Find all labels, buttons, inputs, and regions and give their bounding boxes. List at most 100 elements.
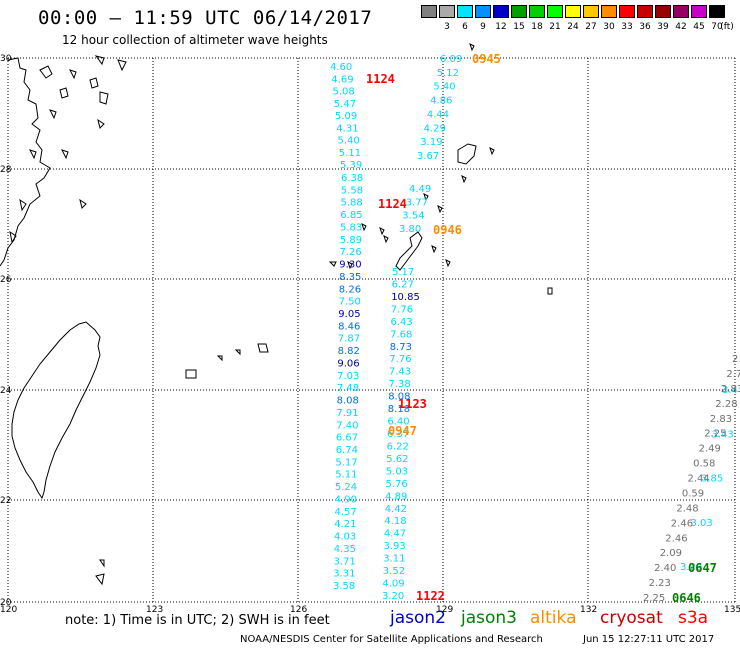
swh-value: 8.26 [339,284,361,295]
lat-label: 22 [0,496,11,506]
swh-value: 5.40 [338,136,360,147]
legend-swatch [439,5,455,18]
legend-label: 21 [549,22,561,32]
swh-value: 6.09 [440,54,462,65]
swh-value: 4.90 [335,495,357,506]
legend-swatch [529,5,545,18]
swh-value: 8.18 [388,404,410,415]
swh-value: 3.4 [722,385,738,396]
legend-swatch [457,5,473,18]
swh-value: 4.44 [427,109,449,120]
lon-label: 126 [290,605,307,615]
legend-label: 12 [495,22,507,32]
swh-value: 4.86 [430,96,452,107]
legend-label: 30 [603,22,615,32]
swh-value: 3.71 [334,556,356,567]
swh-value: 3.43 [712,429,734,440]
pass-time-labels: 1124 0945 1124 0946 1123 0947 1122 0647 0646 [366,52,717,605]
swh-value: 5.08 [333,87,355,98]
swh-value: 5.76 [386,479,408,490]
swh-value: 7.91 [336,408,358,419]
legend-swatch [637,5,653,18]
lat-lon-grid [7,57,736,603]
swh-value: 7.38 [389,379,411,390]
swh-value: 8.73 [390,342,412,353]
satellite-label-jason2: jason2 [390,608,446,628]
legend-label: 15 [513,22,525,32]
coastal-islands [9,55,127,244]
swh-value: 5.89 [340,235,362,246]
swh-value: 7.43 [389,367,411,378]
swh-value: 6.67 [336,433,358,444]
swh-value: 3.54 [402,211,424,222]
swh-value: 5.12 [437,68,459,79]
swh-value: 2.49 [699,444,721,455]
satellite-label-s3a: s3a [678,608,709,628]
legend-label: 45 [693,22,705,32]
swh-value: 6.27 [392,280,414,291]
pass-time-label: 0946 [433,223,462,237]
footer-note: note: 1) Time is in UTC; 2) SWH is in fe… [65,613,330,628]
coastlines [0,43,553,586]
swh-value: 6.85 [340,210,362,221]
lat-label: 30 [0,54,12,64]
legend-swatch [709,5,725,18]
legend-label: 27 [585,22,597,32]
swh-value: 8.08 [337,396,359,407]
swh-value: 4.60 [330,62,352,73]
swh-value: 7.03 [337,371,359,382]
swh-value: 5.03 [386,466,408,477]
swh-value: 0.59 [682,488,704,499]
lon-label: 123 [146,605,163,615]
lon-label: 135 [724,605,740,615]
swh-value: 7.50 [339,297,361,308]
swh-value: 4.31 [336,123,358,134]
legend-swatch [511,5,527,18]
swh-value: 9.30 [339,260,361,271]
swh-value: 4.35 [334,544,356,555]
swh-value: 2.25 [704,429,726,440]
swh-value: 5.83 [340,223,362,234]
legend-swatch [601,5,617,18]
swh-value: 4.09 [382,579,404,590]
swh-value: 3.31 [333,569,355,580]
pass-time-label: 1122 [416,589,445,603]
swh-value: 2.23 [649,578,671,589]
swh-value: 7.87 [338,334,360,345]
swh-value: 2.46 [665,533,687,544]
satellite-label-cryosat: cryosat [600,608,663,628]
swh-value: 7.40 [336,420,358,431]
legend-swatch [421,5,437,18]
legend-label: 36 [639,22,651,32]
swh-value: 3.85 [701,474,723,485]
swh-value: 5.39 [340,160,362,171]
swh-value: 3.58 [333,581,355,592]
swh-value: 0.58 [693,459,715,470]
swh-value: 3.03 [691,518,713,529]
swh-value: 6.74 [336,445,358,456]
swh-value: 2.25 [643,593,665,604]
swh-value: 3.19 [420,137,442,148]
swh-value: 2. [732,354,740,365]
swh-value: 5.47 [334,99,356,110]
swh-value: 5.88 [341,198,363,209]
swh-value: 4.21 [334,519,356,530]
swh-value: 5.58 [341,185,363,196]
chart-subtitle: 12 hour collection of altimeter wave hei… [62,33,328,47]
legend-swatch [583,5,599,18]
pass-time-label: 0945 [472,52,501,66]
lat-label: 26 [0,275,12,285]
swh-value: 4.47 [384,529,406,540]
swh-value: 6.43 [391,317,413,328]
swh-value: 7.68 [390,329,412,340]
chart-title: 00:00 – 11:59 UTC 06/14/2017 [38,7,373,29]
legend-swatch [493,5,509,18]
swh-value: 6.38 [341,173,363,184]
swh-value: 4.49 [409,184,431,195]
legend-swatch [655,5,671,18]
swh-value: 2.40 [654,563,676,574]
swh-value: 4.42 [385,504,407,515]
swh-value: 2.48 [676,503,698,514]
